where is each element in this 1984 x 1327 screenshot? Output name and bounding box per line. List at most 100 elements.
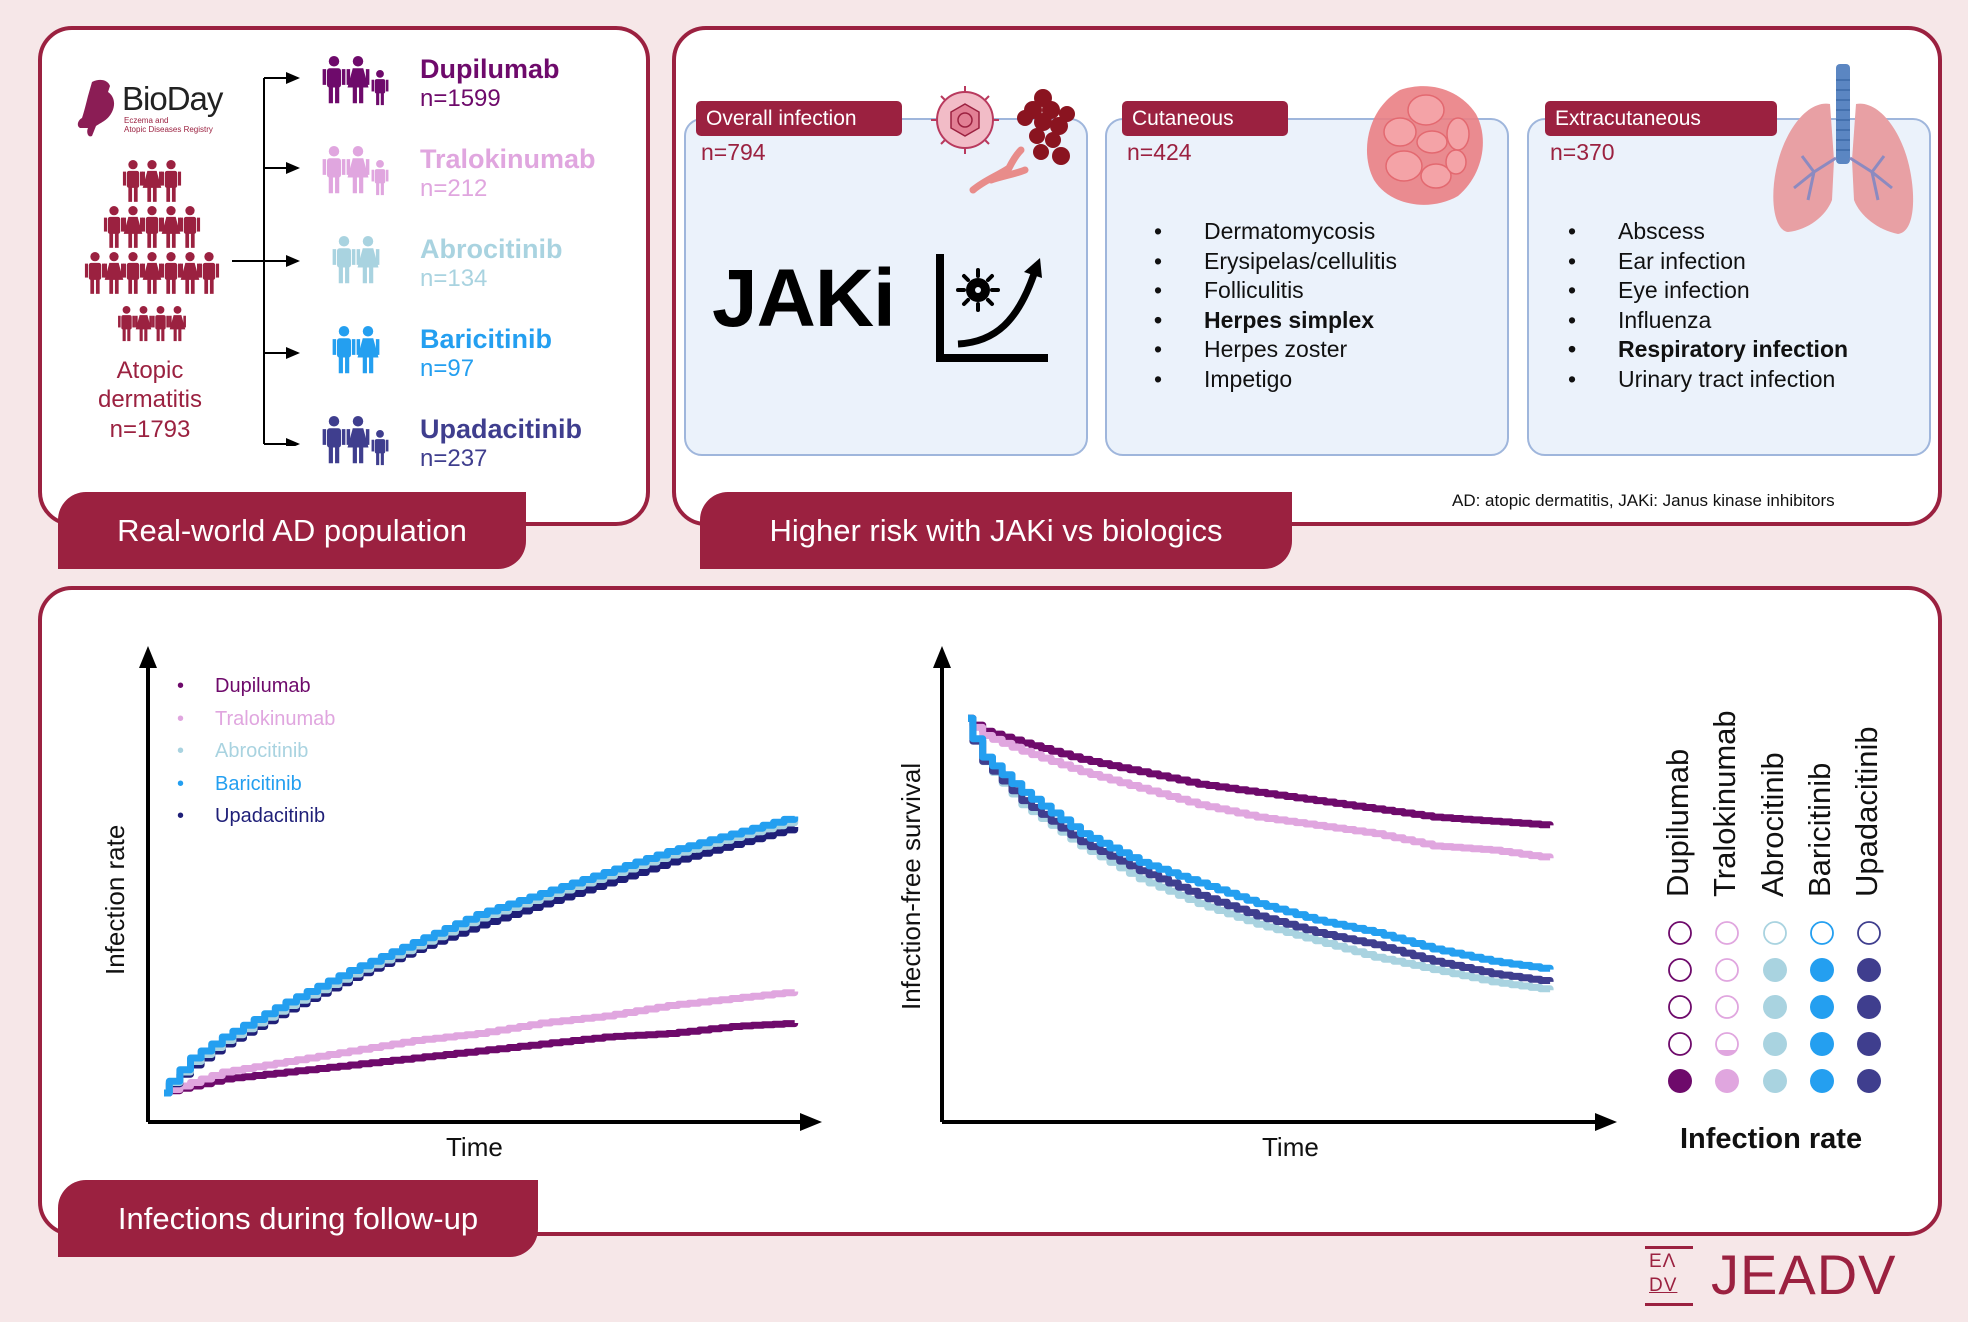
infection-type-item: Urinary tract infection: [1562, 365, 1848, 395]
legend-label: Upadacitinib: [215, 805, 326, 827]
legend-item: • Tralokinumab: [177, 707, 336, 731]
jeadv-logo: EΛ DV JEADV: [1645, 1243, 1925, 1306]
y-axis-arrow: [933, 646, 951, 668]
family-three-icon: [322, 146, 389, 196]
legend-bullet: •: [177, 772, 185, 795]
dot-empty: [1715, 958, 1739, 982]
dot-matrix-column-label: Upadacitinib: [1849, 726, 1884, 897]
infection-type-item: Influenza: [1562, 306, 1848, 336]
legend-item: • Abrocitinib: [177, 740, 309, 763]
section-label-population: Real-world AD population: [58, 492, 526, 569]
dot-empty: [1715, 995, 1739, 1019]
cohort-n: n=1793: [109, 416, 191, 443]
jeadv-name: JEADV: [1711, 1243, 1897, 1306]
infection-type-item: Herpes simplex: [1148, 306, 1397, 336]
extracutaneous-n: n=370: [1550, 139, 1615, 165]
dot-empty: [1715, 921, 1739, 945]
drug-count: n=134: [420, 265, 488, 292]
bioday-logo: BioDay Eczema and Atopic Diseases Regist…: [74, 78, 264, 138]
drug-name: Upadacitinib: [420, 414, 583, 444]
dot-filled: [1857, 1032, 1881, 1056]
people-crowd-icon: [84, 160, 220, 342]
infection-free-survival-chart: [933, 646, 1617, 1140]
chart2-xlabel: Time: [1262, 1132, 1319, 1162]
dot-matrix-column-label: Dupilumab: [1660, 748, 1695, 897]
series-line-tralokinumab: [968, 714, 1554, 861]
infection-type-item: Impetigo: [1148, 365, 1397, 395]
drug-name: Tralokinumab: [420, 144, 596, 174]
skin-lesion-icon: [1366, 86, 1483, 205]
cutaneous-n: n=424: [1127, 139, 1192, 165]
logo-subtitle-1: Eczema and: [124, 116, 169, 125]
overall-infection-n: n=794: [701, 139, 766, 165]
dot-filled: [1668, 1069, 1692, 1093]
cohort-label-line1: Atopic: [116, 357, 184, 384]
legend-item: • Baricitinib: [177, 772, 302, 796]
branch-connector: [232, 72, 300, 446]
cutaneous-tag: Cutaneous: [1122, 101, 1288, 136]
logo-subtitle-2: Atopic Diseases Registry: [124, 125, 213, 134]
y-axis-arrow: [139, 646, 157, 668]
dot-filled: [1715, 1069, 1739, 1093]
chart1-ylabel: Infection rate: [100, 824, 130, 975]
dot-filled: [1763, 1069, 1787, 1093]
family-three-icon: [322, 416, 389, 466]
dot-empty: [1668, 921, 1692, 945]
pathogens-icon: [931, 86, 1075, 194]
dot-filled: [1857, 995, 1881, 1019]
chart1-xlabel: Time: [446, 1132, 503, 1162]
series-line-abrocitinib: [968, 714, 1554, 993]
dot-filled: [1810, 958, 1834, 982]
infection-type-item: Dermatomycosis: [1148, 217, 1397, 247]
section-label-risk: Higher risk with JAKi vs biologics: [700, 492, 1292, 569]
dot-column-abrocitinib: [1763, 921, 1787, 1093]
dot-filled: [1763, 995, 1787, 1019]
legend-label: Baricitinib: [215, 772, 302, 795]
dot-matrix-column-label: Baricitinib: [1802, 762, 1837, 897]
drug-count: n=212: [420, 175, 488, 202]
legend-item: • Dupilumab: [177, 675, 311, 698]
dot-empty: [1763, 921, 1787, 945]
dot-filled: [1857, 1069, 1881, 1093]
dot-matrix-column-label: Abrocitinib: [1755, 752, 1790, 897]
jeadv-mark-bottom: DV: [1649, 1275, 1678, 1296]
dot-matrix-title: Infection rate: [1680, 1123, 1863, 1155]
family-three-icon: [322, 56, 389, 106]
jeadv-mark-top: EΛ: [1649, 1251, 1677, 1272]
dot-column-tralokinumab: [1715, 921, 1739, 1093]
legend-label: Dupilumab: [215, 675, 311, 697]
legend-bullet: •: [177, 805, 185, 827]
x-axis-arrow: [1595, 1113, 1617, 1131]
dot-empty: [1668, 958, 1692, 982]
infection-type-item: Eye infection: [1562, 276, 1848, 306]
cutaneous-list: DermatomycosisErysipelas/cellulitisFolli…: [1148, 217, 1397, 394]
abbreviations-footnote: AD: atopic dermatitis, JAKi: Janus kinas…: [1452, 491, 1835, 510]
netherlands-map-icon: [77, 79, 115, 137]
drug-count: n=1599: [420, 85, 501, 112]
section-label-followup: Infections during follow-up: [58, 1180, 538, 1257]
dot-filled: [1810, 1069, 1834, 1093]
couple-icon: [332, 236, 380, 284]
series-line-tralokinumab: [164, 989, 799, 1097]
drug-count: n=237: [420, 445, 488, 472]
jaki-headline: JAKi: [712, 253, 896, 344]
cohort-label-line2: dermatitis: [97, 386, 203, 413]
jeadv-mark: EΛ DV: [1645, 1246, 1693, 1306]
dot-filled: [1810, 995, 1834, 1019]
drug-name: Dupilumab: [420, 54, 560, 84]
legend-item: • Upadacitinib: [177, 805, 326, 828]
legend-label: Tralokinumab: [215, 707, 336, 730]
dot-partial: [1715, 1032, 1739, 1056]
dot-empty: [1857, 921, 1881, 945]
legend-bullet: •: [177, 707, 185, 730]
drug-count: n=97: [420, 355, 475, 382]
series-line-baricitinib: [968, 714, 1554, 972]
infection-type-item: Erysipelas/cellulitis: [1148, 247, 1397, 277]
infection-type-item: Herpes zoster: [1148, 335, 1397, 365]
dot-matrix-column-label: Tralokinumab: [1707, 710, 1742, 897]
dot-empty: [1810, 921, 1834, 945]
extracutaneous-list: AbscessEar infectionEye infectionInfluen…: [1562, 217, 1848, 394]
legend-bullet: •: [177, 675, 185, 697]
legend-label: Abrocitinib: [215, 740, 309, 762]
dot-column-dupilumab: [1668, 921, 1692, 1093]
